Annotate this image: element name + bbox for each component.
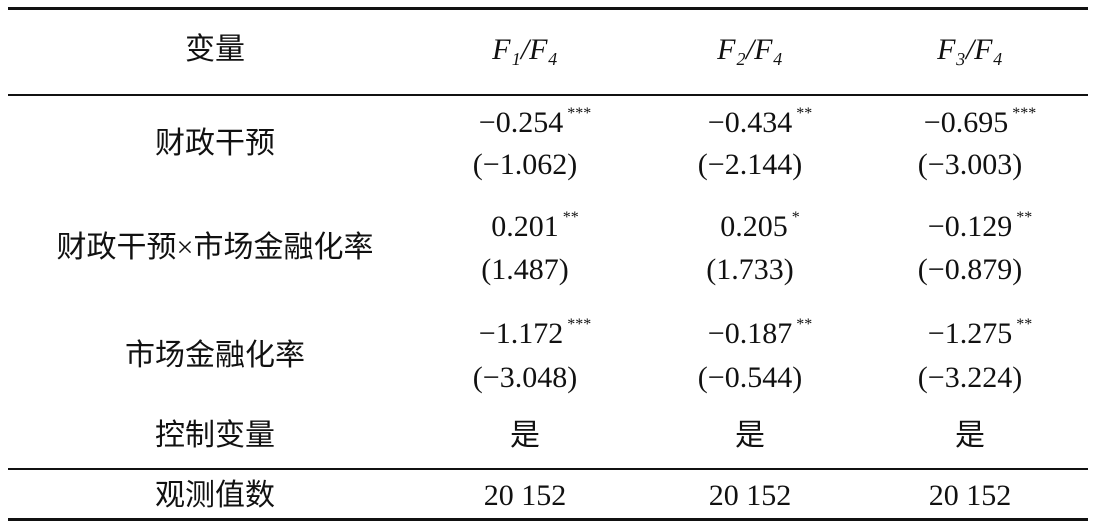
header-text: F₂/F₄ xyxy=(717,33,783,66)
t-cell: (1.487) xyxy=(481,255,568,285)
header-cell: F₃/F₄ xyxy=(937,35,1003,65)
coefficient: 0.201 xyxy=(491,210,559,243)
header-cell: 变量 xyxy=(185,35,245,65)
header-rule xyxy=(8,94,1088,96)
header-text: F₃/F₄ xyxy=(937,33,1003,66)
header-text: F₁/F₄ xyxy=(492,33,558,66)
value-text: 是 xyxy=(510,419,540,452)
value-text: 20 152 xyxy=(928,479,1012,512)
row-label: 控制变量 xyxy=(155,421,275,451)
coef-cell: 0.201 ** xyxy=(491,210,579,242)
coef-cell: −1.275 ** xyxy=(928,317,1032,349)
t-cell: (−3.224) xyxy=(918,363,1022,393)
value-cell: 是 xyxy=(510,421,540,451)
significance-stars: ** xyxy=(1016,209,1033,226)
value-cell: 20 152 xyxy=(929,481,1012,511)
coef-cell: −0.695 *** xyxy=(924,106,1036,138)
value-cell: 20 152 xyxy=(484,481,567,511)
t-cell: (−3.048) xyxy=(473,363,577,393)
t-cell: (−2.144) xyxy=(698,150,802,180)
coefficient: −0.129 xyxy=(927,210,1013,243)
header-cell: F₂/F₄ xyxy=(717,35,783,65)
row-label-text: 市场金融化率 xyxy=(125,338,305,372)
coef-cell: 0.205 * xyxy=(720,210,800,242)
significance-stars: ** xyxy=(796,316,813,333)
row-label-text: 财政干预×市场金融化率 xyxy=(56,231,374,264)
bottom-rule xyxy=(8,518,1088,521)
coefficient: −1.275 xyxy=(927,317,1013,350)
significance-stars: *** xyxy=(1012,105,1037,122)
significance-stars: ** xyxy=(1016,316,1033,333)
value-text: 是 xyxy=(735,419,765,452)
value-cell: 是 xyxy=(955,421,985,451)
row-label: 观测值数 xyxy=(155,481,275,511)
t-statistic: (−3.224) xyxy=(917,361,1023,394)
t-cell: (−0.544) xyxy=(698,363,802,393)
row-label-text: 观测值数 xyxy=(155,479,275,512)
coefficient: −0.187 xyxy=(707,317,793,350)
coefficient: −0.695 xyxy=(923,106,1009,139)
significance-stars: ** xyxy=(796,105,813,122)
coefficient: −0.434 xyxy=(707,106,793,139)
coef-cell: −0.254 *** xyxy=(479,106,591,138)
top-rule xyxy=(8,7,1088,10)
t-statistic: (−0.544) xyxy=(697,361,803,394)
footer-rule xyxy=(8,468,1088,470)
significance-stars: *** xyxy=(567,105,592,122)
row-label: 财政干预×市场金融化率 xyxy=(57,233,374,263)
coefficient: 0.205 xyxy=(720,210,788,243)
row-label: 财政干预 xyxy=(155,126,275,160)
row-label-text: 控制变量 xyxy=(155,419,275,452)
t-statistic: (1.487) xyxy=(481,253,569,286)
t-statistic: (1.733) xyxy=(706,253,794,286)
value-cell: 是 xyxy=(735,421,765,451)
t-cell: (−3.003) xyxy=(918,150,1022,180)
t-statistic: (−1.062) xyxy=(472,148,578,181)
coefficient: −0.254 xyxy=(478,106,564,139)
coef-cell: −1.172 *** xyxy=(479,317,591,349)
t-statistic: (−3.048) xyxy=(472,361,578,394)
t-cell: (−1.062) xyxy=(473,150,577,180)
significance-stars: ** xyxy=(562,209,579,226)
t-statistic: (−2.144) xyxy=(697,148,803,181)
t-statistic: (−0.879) xyxy=(917,253,1023,286)
coef-cell: −0.187 ** xyxy=(708,317,812,349)
header-cell: F₁/F₄ xyxy=(492,35,558,65)
row-label-text: 财政干预 xyxy=(155,126,275,160)
value-text: 20 152 xyxy=(708,479,792,512)
significance-stars: * xyxy=(791,209,800,226)
t-cell: (−0.879) xyxy=(918,255,1022,285)
significance-stars: *** xyxy=(567,316,592,333)
value-text: 20 152 xyxy=(483,479,567,512)
coef-cell: −0.434 ** xyxy=(708,106,812,138)
value-text: 是 xyxy=(955,419,985,452)
header-text: 变量 xyxy=(185,33,245,66)
value-cell: 20 152 xyxy=(709,481,792,511)
t-statistic: (−3.003) xyxy=(917,148,1023,181)
coef-cell: −0.129 ** xyxy=(928,210,1032,242)
row-label: 市场金融化率 xyxy=(125,338,305,372)
t-cell: (1.733) xyxy=(706,255,793,285)
coefficient: −1.172 xyxy=(478,317,564,350)
